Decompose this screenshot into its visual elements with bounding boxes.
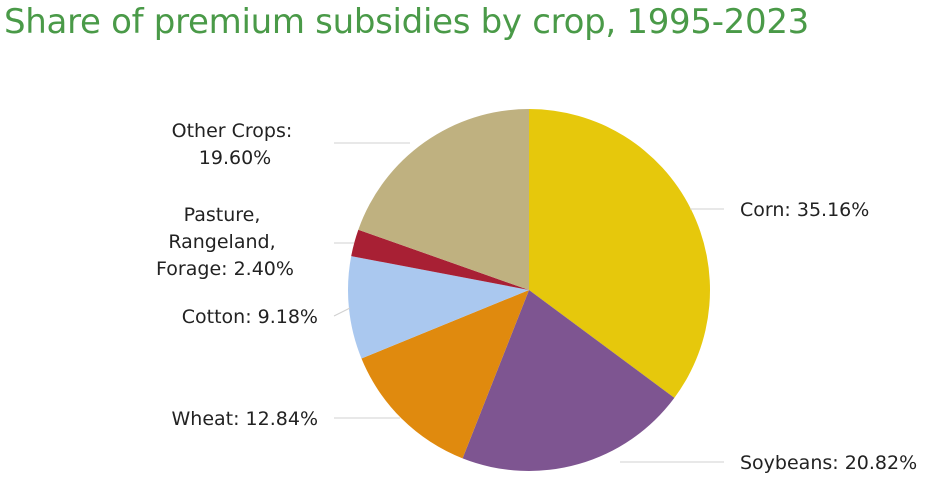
leader-line-cotton [333, 307, 351, 317]
label-corn: Corn: 35.16% [740, 199, 869, 221]
label-wheat: Wheat: 12.84% [172, 408, 319, 430]
pie-slice-other [358, 109, 529, 290]
pie-slice-wheat [361, 290, 529, 459]
label-soybeans: Soybeans: 20.82% [740, 452, 917, 474]
chart-title: Share of premium subsidies by crop, 1995… [4, 2, 810, 42]
label-pasture: Pasture, Rangeland, Forage: 2.40% [156, 204, 294, 280]
pie-slice-pasture [351, 229, 529, 290]
pie-slices [348, 109, 711, 471]
leader-lines [333, 142, 724, 463]
label-cotton: Cotton: 9.18% [182, 306, 318, 328]
pie-slice-cotton [348, 256, 529, 359]
slice-labels: Other Crops: 19.60% Pasture, Rangeland, … [156, 120, 917, 474]
pie-slice-soybeans [462, 290, 675, 471]
label-other: Other Crops: 19.60% [172, 120, 299, 169]
pie-slice-corn [529, 109, 711, 398]
